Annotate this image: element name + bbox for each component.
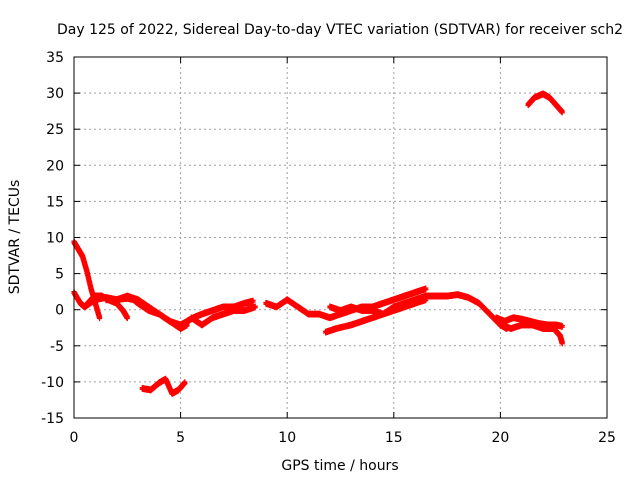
y-tick-label: -5	[50, 339, 64, 355]
series-track-d	[103, 292, 190, 332]
x-tick-label: 10	[278, 430, 296, 446]
y-axis-label: SDTVAR / TECUs	[7, 180, 23, 295]
series-track-k	[497, 321, 565, 347]
y-tick-label: 0	[55, 303, 64, 319]
y-tick-label: -10	[41, 375, 64, 391]
y-tick-label: 30	[46, 86, 64, 102]
y-tick-label: 15	[46, 194, 64, 210]
y-tick-label: 25	[46, 122, 64, 138]
x-tick-label: 15	[385, 430, 403, 446]
data-point	[423, 287, 429, 293]
x-axis-label: GPS time / hours	[281, 458, 398, 474]
series-track-l	[525, 90, 565, 116]
data-point	[96, 315, 103, 322]
x-tick-label: 20	[491, 430, 509, 446]
data-point	[559, 110, 565, 116]
data-point	[250, 299, 256, 305]
data-point	[124, 315, 130, 322]
x-tick-label: 0	[70, 430, 79, 446]
data-points	[71, 90, 565, 397]
chart-title: Day 125 of 2022, Sidereal Day-to-day VTE…	[57, 22, 623, 38]
axis-ticks: 0 5 10 15 20 25 -15 -10 -5 0 5 10 15 20 25 30 35	[41, 50, 616, 446]
data-point	[559, 341, 565, 347]
data-point	[252, 305, 258, 311]
x-tick-label: 5	[176, 430, 185, 446]
x-tick-label: 25	[598, 430, 616, 446]
series-track-j	[493, 314, 565, 330]
data-point	[559, 324, 565, 330]
data-point	[184, 323, 190, 329]
series-track-f	[188, 303, 258, 329]
series-track-e	[139, 375, 188, 397]
grid	[74, 57, 607, 418]
series-track-i	[327, 291, 510, 332]
y-tick-label: 20	[46, 158, 64, 174]
y-tick-label: 10	[46, 231, 64, 247]
y-tick-label: -15	[41, 411, 64, 427]
y-tick-label: 35	[46, 50, 64, 66]
y-tick-label: 5	[55, 267, 64, 283]
data-point	[182, 380, 188, 387]
